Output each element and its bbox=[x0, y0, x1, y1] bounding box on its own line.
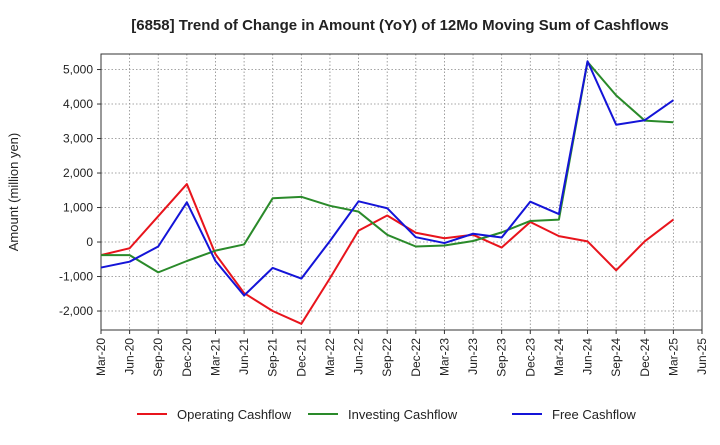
x-tick-label: Sep-21 bbox=[266, 338, 280, 377]
plot-area-frame bbox=[100, 53, 703, 331]
x-tick-label: Sep-20 bbox=[151, 338, 165, 377]
y-tick-label: 5,000 bbox=[63, 63, 93, 77]
x-tick-label: Jun-24 bbox=[581, 338, 595, 375]
y-tick-label: 3,000 bbox=[63, 132, 93, 146]
x-tick-label: Jun-23 bbox=[466, 338, 480, 375]
x-tick-label: Jun-21 bbox=[237, 338, 251, 375]
x-tick-label: Mar-25 bbox=[666, 338, 680, 376]
x-tick-label: Jun-20 bbox=[123, 338, 137, 375]
x-tick-label: Jun-25 bbox=[695, 338, 709, 375]
chart-title: [6858] Trend of Change in Amount (YoY) o… bbox=[131, 17, 669, 34]
y-tick-label: -1,000 bbox=[59, 270, 93, 284]
x-tick-label: Sep-24 bbox=[609, 338, 623, 377]
x-axis-ticks: Mar-20 Jun-20 Sep-20 Dec-20 Mar-21 Jun-21 Sep-… bbox=[94, 330, 709, 377]
x-tick-label: Dec-24 bbox=[638, 338, 652, 377]
x-tick-label: Jun-22 bbox=[352, 338, 366, 375]
series-line-operating-cashflow bbox=[100, 183, 674, 325]
y-axis-label: Amount (million yen) bbox=[6, 133, 21, 252]
data-series bbox=[100, 60, 674, 325]
y-tick-label: 0 bbox=[86, 235, 93, 249]
x-tick-label: Dec-21 bbox=[294, 338, 308, 377]
x-tick-label: Mar-24 bbox=[552, 338, 566, 376]
x-tick-label: Dec-20 bbox=[180, 338, 194, 377]
x-tick-label: Mar-22 bbox=[323, 338, 337, 376]
legend-label: Investing Cashflow bbox=[348, 407, 458, 422]
legend-label: Operating Cashflow bbox=[177, 407, 292, 422]
x-tick-label: Dec-23 bbox=[523, 338, 537, 377]
y-tick-label: 2,000 bbox=[63, 166, 93, 180]
y-tick-label: 4,000 bbox=[63, 97, 93, 111]
x-tick-label: Sep-23 bbox=[495, 338, 509, 377]
x-tick-label: Mar-20 bbox=[94, 338, 108, 376]
x-tick-label: Mar-23 bbox=[437, 338, 451, 376]
y-tick-label: -2,000 bbox=[59, 304, 93, 318]
x-tick-label: Dec-22 bbox=[409, 338, 423, 377]
x-tick-label: Mar-21 bbox=[208, 338, 222, 376]
grid-lines bbox=[100, 54, 703, 330]
legend-label: Free Cashflow bbox=[552, 407, 636, 422]
x-tick-label: Sep-22 bbox=[380, 338, 394, 377]
series-line-free-cashflow bbox=[100, 60, 674, 297]
y-tick-label: 1,000 bbox=[63, 201, 93, 215]
legend: Operating Cashflow Investing Cashflow Free… bbox=[137, 407, 636, 422]
y-axis-ticks: -2,000 -1,000 0 1,000 2,000 3,000 4,000 5,000 bbox=[59, 63, 101, 318]
